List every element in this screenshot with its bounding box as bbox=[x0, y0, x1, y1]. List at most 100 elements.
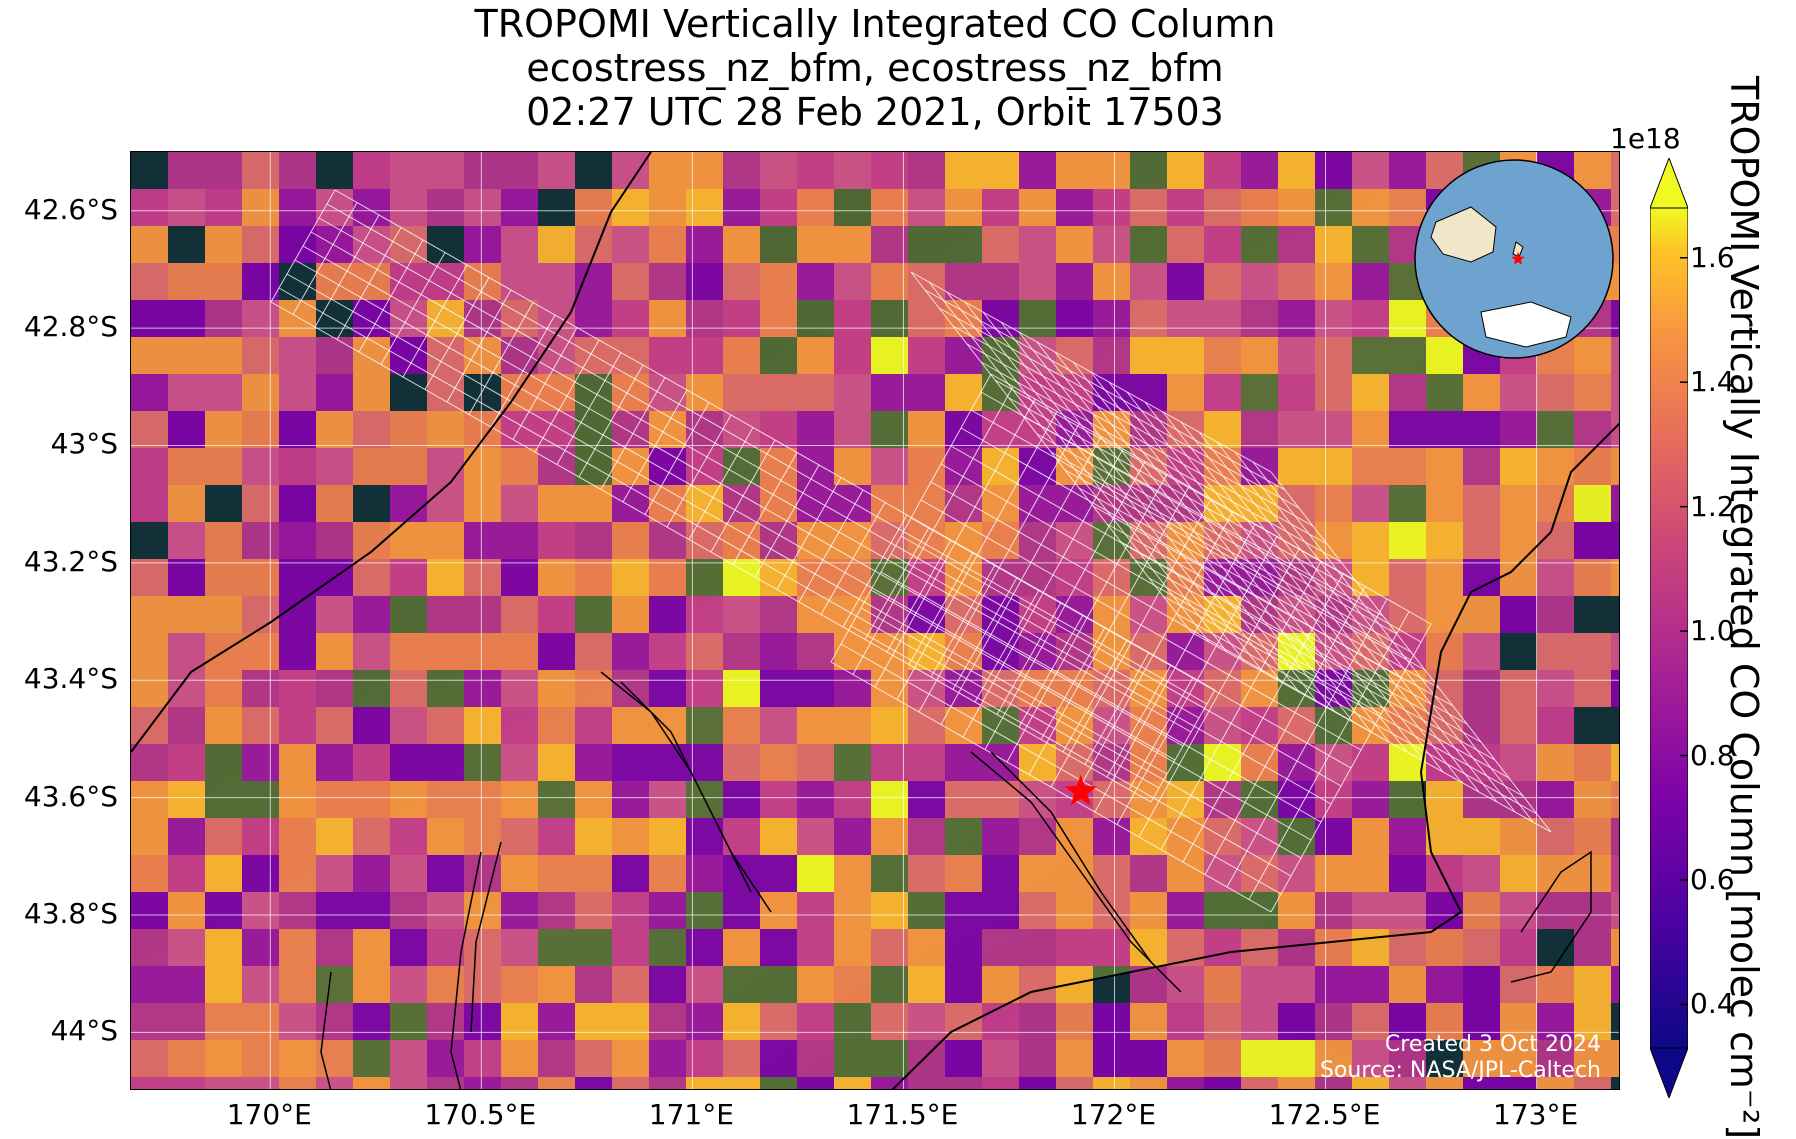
co-tile bbox=[649, 189, 686, 226]
co-tile bbox=[1537, 818, 1574, 855]
co-tile bbox=[279, 670, 316, 707]
co-tile bbox=[1241, 1003, 1278, 1040]
co-tile bbox=[168, 337, 205, 374]
co-tile bbox=[797, 670, 834, 707]
co-tile bbox=[1056, 559, 1093, 596]
co-tile bbox=[1426, 1077, 1463, 1089]
co-tile bbox=[1611, 670, 1619, 707]
co-tile bbox=[205, 448, 242, 485]
co-tile bbox=[1056, 152, 1093, 189]
co-tile bbox=[1352, 1077, 1389, 1089]
co-tile bbox=[1426, 818, 1463, 855]
co-tile bbox=[1537, 1077, 1574, 1089]
co-tile bbox=[538, 855, 575, 892]
co-tile bbox=[1537, 744, 1574, 781]
co-tile bbox=[1389, 448, 1426, 485]
co-tile bbox=[427, 1077, 464, 1089]
co-tile bbox=[1241, 300, 1278, 337]
co-tile bbox=[1389, 189, 1426, 226]
co-tile bbox=[316, 1003, 353, 1040]
co-tile bbox=[316, 596, 353, 633]
co-tile bbox=[1463, 374, 1500, 411]
co-tile bbox=[168, 892, 205, 929]
co-tile bbox=[427, 411, 464, 448]
co-tile bbox=[1278, 226, 1315, 263]
co-tile bbox=[1463, 485, 1500, 522]
co-tile bbox=[871, 707, 908, 744]
co-tile bbox=[501, 1077, 538, 1089]
co-tile bbox=[1167, 189, 1204, 226]
co-tile bbox=[205, 189, 242, 226]
co-tile bbox=[501, 522, 538, 559]
swath-line bbox=[1078, 487, 1440, 689]
map-panel[interactable]: Created 3 Oct 2024 Source: NASA/JPL-Calt… bbox=[130, 151, 1620, 1090]
co-tile bbox=[1278, 633, 1315, 670]
co-tile bbox=[1426, 633, 1463, 670]
co-tile bbox=[908, 1003, 945, 1040]
co-tile bbox=[1352, 818, 1389, 855]
swath-line bbox=[952, 325, 1314, 527]
co-tile bbox=[1426, 596, 1463, 633]
latitude-tick-label: 44°S bbox=[50, 1014, 118, 1048]
co-tile bbox=[982, 189, 1019, 226]
co-tile bbox=[1093, 1077, 1130, 1089]
co-tile bbox=[205, 559, 242, 596]
co-tile bbox=[1352, 448, 1389, 485]
co-tile bbox=[1019, 855, 1056, 892]
swath-line bbox=[1050, 451, 1412, 653]
co-tile bbox=[1389, 559, 1426, 596]
swath-line bbox=[850, 625, 1292, 877]
co-tile bbox=[501, 411, 538, 448]
co-tile bbox=[1463, 559, 1500, 596]
co-tile bbox=[834, 522, 871, 559]
co-tile bbox=[168, 152, 205, 189]
co-tile bbox=[797, 189, 834, 226]
co-tile bbox=[279, 337, 316, 374]
co-tile bbox=[1463, 1003, 1500, 1040]
co-tile bbox=[538, 818, 575, 855]
co-tile bbox=[797, 892, 834, 929]
co-tile bbox=[1093, 152, 1130, 189]
co-tile bbox=[205, 1040, 242, 1077]
latitude-tick-label: 42.8°S bbox=[23, 310, 118, 344]
co-tile bbox=[1611, 189, 1619, 226]
co-tile bbox=[612, 1003, 649, 1040]
swath-line bbox=[1064, 469, 1426, 671]
co-tile bbox=[612, 855, 649, 892]
co-tile bbox=[501, 189, 538, 226]
co-tile bbox=[797, 263, 834, 300]
co-tile bbox=[131, 596, 168, 633]
co-tile bbox=[1426, 1003, 1463, 1040]
co-tile bbox=[1500, 707, 1537, 744]
co-tile bbox=[834, 707, 871, 744]
co-tile bbox=[501, 448, 538, 485]
map-canvas[interactable] bbox=[131, 152, 1620, 1090]
co-tile bbox=[131, 818, 168, 855]
co-tile bbox=[797, 411, 834, 448]
co-tile bbox=[316, 929, 353, 966]
co-tile bbox=[279, 559, 316, 596]
co-tile bbox=[686, 966, 723, 1003]
co-tile bbox=[612, 522, 649, 559]
swath-line bbox=[318, 217, 1200, 719]
co-tile bbox=[427, 559, 464, 596]
co-tile bbox=[1500, 411, 1537, 448]
co-tile bbox=[723, 411, 760, 448]
co-tile bbox=[242, 1040, 279, 1077]
co-tile bbox=[1130, 892, 1167, 929]
co-tile bbox=[1352, 152, 1389, 189]
longitude-tick-label: 173°E bbox=[1493, 1098, 1579, 1131]
co-tile bbox=[168, 300, 205, 337]
co-tile bbox=[945, 1003, 982, 1040]
co-tile bbox=[760, 1003, 797, 1040]
co-tile bbox=[353, 448, 390, 485]
co-tile bbox=[168, 374, 205, 411]
co-tile bbox=[1019, 226, 1056, 263]
co-tile bbox=[1204, 374, 1241, 411]
co-tile bbox=[538, 411, 575, 448]
co-tile bbox=[464, 485, 501, 522]
co-tile bbox=[575, 855, 612, 892]
co-tile bbox=[982, 226, 1019, 263]
co-tile bbox=[1019, 1040, 1056, 1077]
co-tile bbox=[353, 892, 390, 929]
